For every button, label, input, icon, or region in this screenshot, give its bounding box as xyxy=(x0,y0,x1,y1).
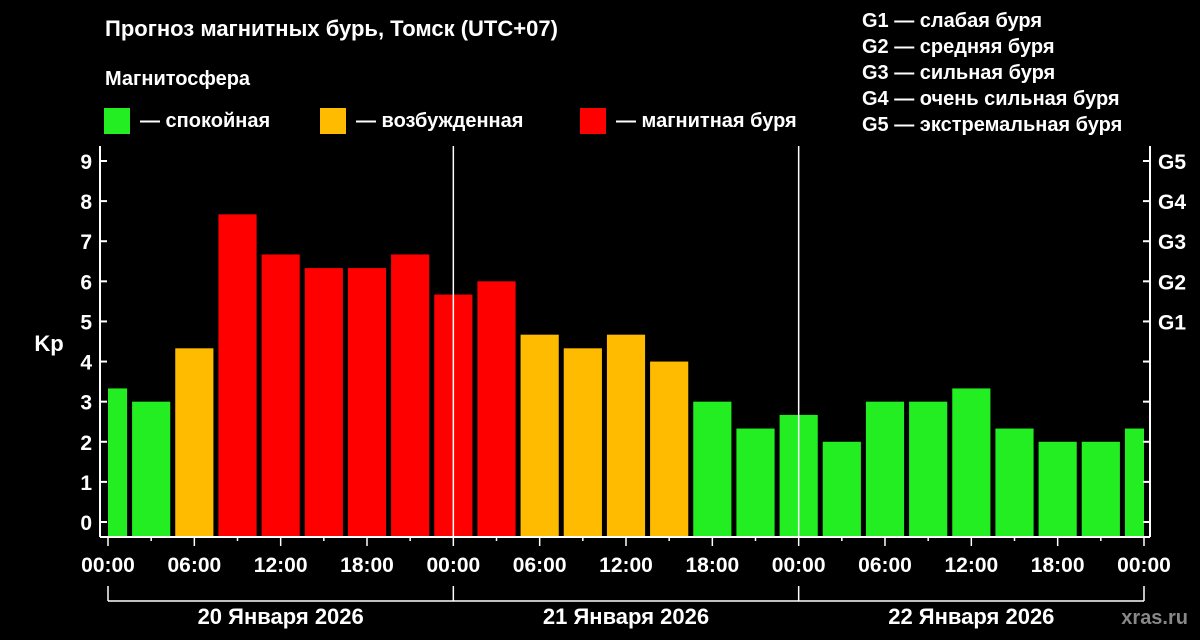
legend-item-calm: — спокойная xyxy=(104,108,270,134)
bar-24 xyxy=(1124,428,1144,536)
storm-level-g4: G4 — очень сильная буря xyxy=(862,88,1120,110)
bar-13 xyxy=(650,361,689,536)
bar-4 xyxy=(261,254,300,536)
bar-0 xyxy=(108,388,128,536)
chart-subtitle: Магнитосфера xyxy=(105,68,251,90)
bar-1 xyxy=(132,401,171,536)
bar-3 xyxy=(218,214,257,536)
bar-2 xyxy=(175,348,214,536)
bar-9 xyxy=(477,281,516,536)
bar-5 xyxy=(304,268,343,536)
y-tick-label-7: 7 xyxy=(80,231,92,254)
x-tick-label-3: 18:00 xyxy=(340,554,394,577)
x-tick-label-1: 06:00 xyxy=(167,554,221,577)
bar-21 xyxy=(995,428,1034,536)
x-tick-label-2: 12:00 xyxy=(254,554,308,577)
bar-6 xyxy=(347,268,387,536)
legend-swatch-excited xyxy=(320,108,346,134)
legend-label-storm: — магнитная буря xyxy=(616,109,797,132)
storm-level-g2: G2 — средняя буря xyxy=(862,36,1055,58)
watermark: xras.ru xyxy=(1121,607,1188,629)
bar-22 xyxy=(1038,441,1077,536)
x-tick-label-9: 06:00 xyxy=(858,554,912,577)
x-tick-label-10: 12:00 xyxy=(944,554,998,577)
right-tick-label-g4: G4 xyxy=(1158,191,1186,214)
y-tick-label-4: 4 xyxy=(80,352,92,375)
x-tick-label-11: 18:00 xyxy=(1031,554,1085,577)
storm-level-g3: G3 — сильная буря xyxy=(862,62,1056,84)
y-tick-label-8: 8 xyxy=(80,191,92,214)
bar-15 xyxy=(736,428,775,536)
legend-item-excited: — возбужденная xyxy=(320,108,523,134)
storm-level-g1: G1 — слабая буря xyxy=(862,10,1043,32)
legend-label-excited: — возбужденная xyxy=(356,109,524,132)
bar-12 xyxy=(606,334,646,536)
storm-level-legend: G1 — слабая буря G2 — средняя буря G3 — … xyxy=(862,8,1122,138)
bar-10 xyxy=(520,334,559,536)
x-tick-label-5: 06:00 xyxy=(513,554,567,577)
right-tick-label-g3: G3 xyxy=(1158,231,1186,254)
bar-11 xyxy=(563,348,602,536)
y-tick-label-5: 5 xyxy=(80,311,92,334)
y-tick-label-0: 0 xyxy=(80,512,92,535)
day-label-1: 21 Января 2026 xyxy=(543,604,709,629)
bar-18 xyxy=(865,401,905,536)
y-tick-label-9: 9 xyxy=(80,151,92,174)
day-label-2: 22 Января 2026 xyxy=(888,604,1054,629)
chart-title: Прогноз магнитных бурь, Томск (UTC+07) xyxy=(105,16,558,41)
x-tick-label-0: 00:00 xyxy=(81,554,135,577)
day-label-0: 20 Января 2026 xyxy=(198,604,364,629)
bar-14 xyxy=(693,401,732,536)
legend-swatch-calm xyxy=(104,108,130,134)
legend-item-storm: — магнитная буря xyxy=(580,108,797,134)
y-tick-label-6: 6 xyxy=(80,271,92,294)
y-tick-label-2: 2 xyxy=(80,432,92,455)
bar-20 xyxy=(952,388,991,536)
x-tick-label-12: 00:00 xyxy=(1117,554,1171,577)
legend-label-calm: — спокойная xyxy=(140,109,271,132)
bar-19 xyxy=(909,401,948,536)
y-tick-label-1: 1 xyxy=(80,472,92,495)
x-tick-label-4: 00:00 xyxy=(426,554,480,577)
bar-23 xyxy=(1081,441,1120,536)
y-tick-label-3: 3 xyxy=(80,392,92,415)
bar-7 xyxy=(391,254,430,536)
right-tick-label-g2: G2 xyxy=(1158,271,1186,294)
x-tick-label-8: 00:00 xyxy=(772,554,826,577)
right-tick-label-g1: G1 xyxy=(1158,311,1186,334)
legend-swatch-storm xyxy=(580,108,606,134)
x-tick-label-6: 12:00 xyxy=(599,554,653,577)
storm-level-g5: G5 — экстремальная буря xyxy=(862,114,1123,136)
y-axis-label: Kp xyxy=(34,331,63,356)
bar-17 xyxy=(822,441,861,536)
x-tick-label-7: 18:00 xyxy=(685,554,739,577)
right-tick-label-g5: G5 xyxy=(1158,151,1186,174)
